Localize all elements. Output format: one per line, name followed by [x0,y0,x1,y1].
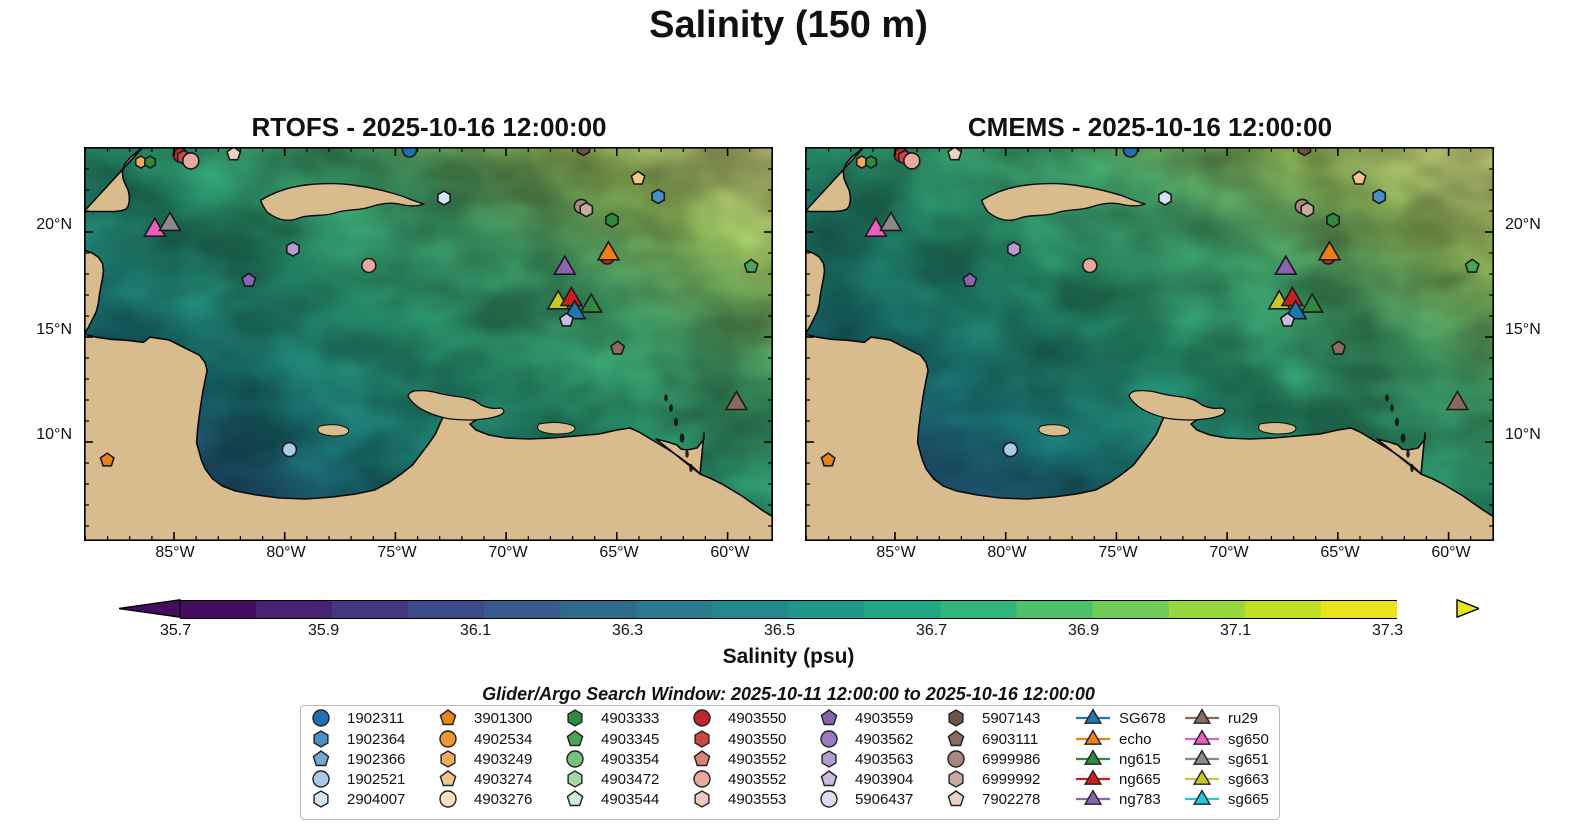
svg-text:4903552: 4903552 [728,751,786,768]
svg-text:5907143: 5907143 [982,710,1040,727]
svg-text:4903559: 4903559 [855,710,913,727]
svg-text:7902278: 7902278 [982,791,1040,808]
svg-text:2904007: 2904007 [347,791,405,808]
svg-text:sg651: sg651 [1228,751,1269,768]
svg-text:SG678: SG678 [1119,710,1166,727]
svg-text:1902521: 1902521 [347,771,405,788]
svg-text:4903274: 4903274 [474,771,532,788]
svg-text:1902311: 1902311 [347,710,404,727]
svg-text:4902534: 4902534 [474,731,532,748]
svg-text:1902364: 1902364 [347,731,405,748]
svg-text:4903472: 4903472 [601,771,659,788]
svg-text:sg663: sg663 [1228,771,1269,788]
svg-text:sg665: sg665 [1228,791,1269,808]
svg-text:4903249: 4903249 [474,751,532,768]
svg-text:ng783: ng783 [1119,791,1161,808]
svg-text:6999986: 6999986 [982,751,1040,768]
svg-text:4903276: 4903276 [474,791,532,808]
svg-text:4903333: 4903333 [601,710,659,727]
svg-text:3901300: 3901300 [474,710,532,727]
svg-text:echo: echo [1119,731,1152,748]
svg-text:4903345: 4903345 [601,731,659,748]
svg-text:4903562: 4903562 [855,731,913,748]
svg-text:4903550: 4903550 [728,731,786,748]
svg-text:4903550: 4903550 [728,710,786,727]
svg-text:4903553: 4903553 [728,791,786,808]
svg-text:4903563: 4903563 [855,751,913,768]
svg-text:sg650: sg650 [1228,731,1269,748]
svg-text:5906437: 5906437 [855,791,913,808]
svg-text:4903544: 4903544 [601,791,659,808]
svg-text:ru29: ru29 [1228,710,1258,727]
svg-text:ng615: ng615 [1119,751,1161,768]
svg-text:4903354: 4903354 [601,751,659,768]
svg-text:6903111: 6903111 [982,731,1038,748]
svg-text:4903552: 4903552 [728,771,786,788]
svg-text:6999992: 6999992 [982,771,1040,788]
svg-text:1902366: 1902366 [347,751,405,768]
svg-text:4903904: 4903904 [855,771,913,788]
svg-text:ng665: ng665 [1119,771,1161,788]
